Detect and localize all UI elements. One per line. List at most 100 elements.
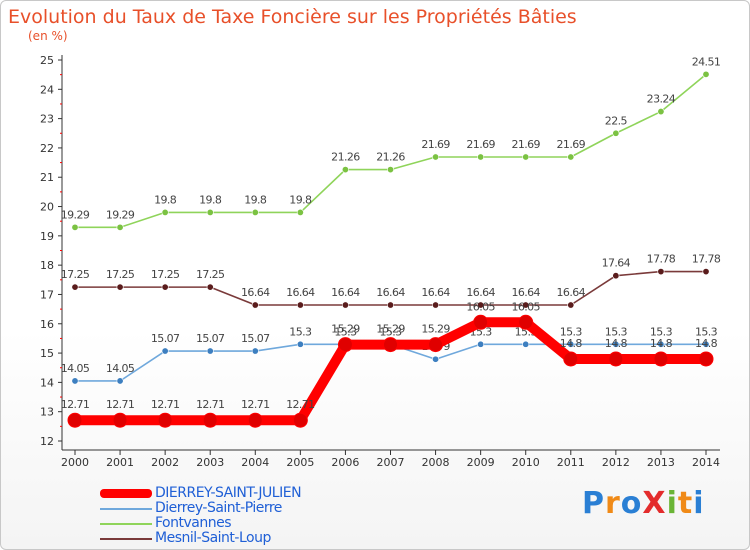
data-point (612, 129, 620, 137)
data-point (67, 412, 83, 428)
data-label: 23.24 (647, 93, 676, 106)
data-label: 15.3 (289, 325, 312, 338)
data-label: 17.78 (647, 253, 676, 266)
data-label: 16.64 (241, 286, 270, 299)
data-label: 17.78 (692, 253, 721, 266)
x-tick-label: 2010 (512, 456, 540, 469)
legend-item: Mesnil-Saint-Loup (100, 530, 400, 546)
data-point (161, 283, 169, 291)
data-point (518, 314, 534, 330)
data-label: 21.26 (331, 151, 360, 164)
data-point (116, 283, 124, 291)
data-label: 21.69 (557, 138, 586, 151)
y-tick-label: 15 (40, 347, 54, 360)
data-label: 17.25 (196, 268, 225, 281)
data-label: 14.8 (605, 337, 628, 350)
data-label: 17.25 (61, 268, 90, 281)
data-label: 17.25 (151, 268, 180, 281)
legend-item: Fontvannes (100, 515, 400, 531)
data-label: 15.29 (376, 323, 405, 336)
data-label: 15.07 (196, 332, 225, 345)
data-point (698, 351, 714, 367)
data-label: 24.51 (692, 55, 721, 68)
data-label: 16.64 (376, 286, 405, 299)
data-point (337, 337, 353, 353)
data-label: 21.26 (376, 151, 405, 164)
data-point (653, 351, 669, 367)
data-label: 15.3 (334, 325, 357, 338)
data-label: 15.3 (695, 325, 718, 338)
data-label: 16.64 (466, 286, 495, 299)
y-tick-label: 18 (40, 259, 54, 272)
x-tick-label: 2011 (557, 456, 585, 469)
data-point (296, 301, 304, 309)
data-label: 15.07 (151, 332, 180, 345)
brand-logo: ProXiti (582, 486, 705, 521)
data-label: 19.8 (289, 193, 312, 206)
data-label: 19.8 (244, 193, 267, 206)
data-point (202, 412, 218, 428)
y-tick-label: 19 (40, 230, 54, 243)
data-label: 16.64 (286, 286, 315, 299)
legend-swatch (100, 508, 152, 510)
data-label: 15.07 (241, 332, 270, 345)
x-tick-label: 2002 (151, 456, 179, 469)
data-point (702, 340, 710, 348)
y-tick-label: 20 (40, 201, 54, 214)
data-label: 14.8 (695, 337, 718, 350)
y-tick-label: 14 (40, 376, 54, 389)
x-tick-label: 2006 (331, 456, 359, 469)
x-tick-label: 2007 (377, 456, 405, 469)
y-tick-label: 23 (40, 113, 54, 126)
data-point (567, 153, 575, 161)
data-point (477, 301, 485, 309)
data-point (296, 340, 304, 348)
data-label: 12.71 (241, 398, 270, 411)
data-label: 15.3 (605, 325, 628, 338)
data-point (386, 301, 394, 309)
data-point (702, 268, 710, 276)
data-point (428, 337, 444, 353)
legend-item: DIERREY-SAINT-JULIEN (100, 485, 400, 501)
data-point (341, 166, 349, 174)
x-tick-label: 2012 (602, 456, 630, 469)
data-point (71, 283, 79, 291)
data-point (161, 347, 169, 355)
data-label: 12.71 (286, 398, 315, 411)
data-point (612, 340, 620, 348)
data-point (247, 412, 263, 428)
data-point (477, 153, 485, 161)
data-label: 15.3 (650, 325, 673, 338)
data-label: 12.71 (151, 398, 180, 411)
data-label: 16.05 (466, 300, 495, 313)
data-point (522, 340, 530, 348)
data-label: 12.71 (196, 398, 225, 411)
data-point (657, 268, 665, 276)
data-point (251, 301, 259, 309)
data-point (71, 223, 79, 231)
data-label: 15.3 (560, 325, 583, 338)
y-tick-label: 12 (40, 435, 54, 448)
data-point (608, 351, 624, 367)
data-point (71, 377, 79, 385)
legend-label: Mesnil-Saint-Loup (155, 530, 271, 546)
data-label: 14.05 (106, 362, 135, 375)
data-point (657, 340, 665, 348)
x-tick-label: 2004 (241, 456, 269, 469)
data-label: 19.8 (199, 193, 222, 206)
data-label: 21.69 (421, 138, 450, 151)
data-label: 16.05 (511, 300, 540, 313)
x-tick-label: 2008 (422, 456, 450, 469)
data-label: 16.64 (331, 286, 360, 299)
data-label: 19.8 (154, 193, 177, 206)
data-point (206, 283, 214, 291)
data-label: 12.71 (61, 398, 90, 411)
data-label: 12.71 (106, 398, 135, 411)
data-label: 19.29 (61, 208, 90, 221)
legend-swatch (100, 489, 152, 498)
data-point (251, 208, 259, 216)
data-point (251, 347, 259, 355)
x-tick-label: 2005 (286, 456, 314, 469)
y-tick-label: 16 (40, 318, 54, 331)
